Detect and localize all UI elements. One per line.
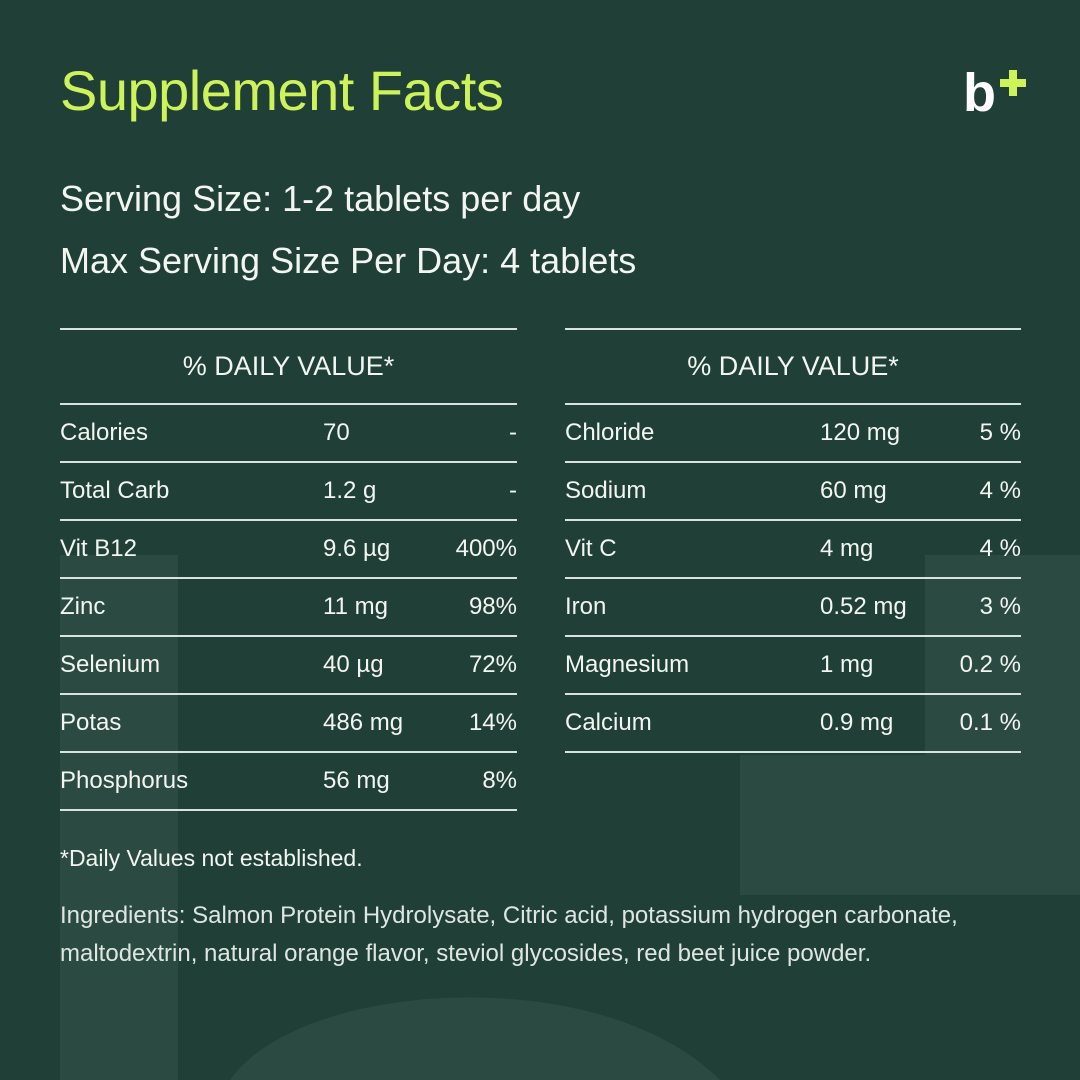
ingredients: Ingredients: Salmon Protein Hydrolysate,… xyxy=(60,902,958,967)
table-rule xyxy=(60,461,517,463)
daily-value: 14% xyxy=(468,709,517,736)
table-rule xyxy=(60,519,517,521)
daily-value: 72% xyxy=(468,651,517,678)
logo-plus xyxy=(1000,70,1026,96)
nutrient-amount: 0.52 mg xyxy=(820,593,907,620)
table-rule xyxy=(60,577,517,579)
nutrient-amount: 56 mg xyxy=(323,767,390,794)
table-heading: % DAILY VALUE* xyxy=(687,351,899,381)
table-rule xyxy=(565,751,1021,753)
daily-value: 0.1 % xyxy=(959,709,1021,736)
nutrient-name: Vit B12 xyxy=(60,535,137,562)
serving-size: Serving Size: 1-2 tablets per day xyxy=(60,178,581,219)
nutrient-amount: 1 mg xyxy=(820,651,874,678)
nutrient-amount: 0.9 mg xyxy=(820,709,894,736)
daily-value: 3 % xyxy=(979,593,1021,620)
daily-value: - xyxy=(509,477,517,504)
nutrient-amount: 486 mg xyxy=(323,709,404,736)
nutrient-name: Chloride xyxy=(565,419,655,446)
table-heading: % DAILY VALUE* xyxy=(182,351,395,381)
daily-value: 0.2 % xyxy=(959,651,1021,678)
logo: b xyxy=(963,63,996,123)
table-rule xyxy=(60,693,517,695)
nutrient-name: Total Carb xyxy=(60,477,170,504)
table-rule xyxy=(565,403,1021,405)
daily-value: - xyxy=(509,419,517,446)
table-rule xyxy=(565,577,1021,579)
daily-value: 4 % xyxy=(979,477,1021,504)
nutrient-name: Vit C xyxy=(565,535,617,562)
table-rule xyxy=(60,635,517,637)
table-rule xyxy=(60,751,517,753)
nutrient-name: Zinc xyxy=(60,593,106,620)
nutrient-name: Selenium xyxy=(60,651,161,678)
nutrient-name: Potas xyxy=(60,709,122,736)
table-rule xyxy=(565,461,1021,463)
nutrient-name: Phosphorus xyxy=(60,767,189,794)
table-rule xyxy=(60,403,517,405)
nutrient-amount: 40 µg xyxy=(323,651,384,678)
daily-value: 5 % xyxy=(979,419,1021,446)
table-rule xyxy=(565,519,1021,521)
table-rule xyxy=(60,328,517,330)
daily-value: 400% xyxy=(455,535,517,562)
table-rule xyxy=(565,693,1021,695)
table-rule xyxy=(565,635,1021,637)
title: Supplement Facts xyxy=(60,59,504,122)
footnote: *Daily Values not established. xyxy=(60,845,363,871)
nutrient-amount: 60 mg xyxy=(820,477,887,504)
nutrient-amount: 1.2 g xyxy=(323,477,377,504)
nutrient-name: Sodium xyxy=(565,477,647,504)
nutrient-name: Calcium xyxy=(565,709,652,736)
max-serving: Max Serving Size Per Day: 4 tablets xyxy=(60,240,637,281)
daily-value: 98% xyxy=(468,593,517,620)
table-rule xyxy=(60,809,517,811)
nutrient-amount: 9.6 µg xyxy=(323,535,391,562)
table-rule xyxy=(565,328,1021,330)
nutrient-name: Magnesium xyxy=(565,651,690,678)
nutrient-amount: 70 xyxy=(323,419,350,446)
nutrient-amount: 11 mg xyxy=(323,593,388,620)
daily-value: 4 % xyxy=(979,535,1021,562)
nutrient-name: Iron xyxy=(565,593,607,620)
nutrient-name: Calories xyxy=(60,419,149,446)
nutrient-amount: 120 mg xyxy=(820,419,901,446)
daily-value: 8% xyxy=(482,767,517,794)
nutrient-amount: 4 mg xyxy=(820,535,874,562)
